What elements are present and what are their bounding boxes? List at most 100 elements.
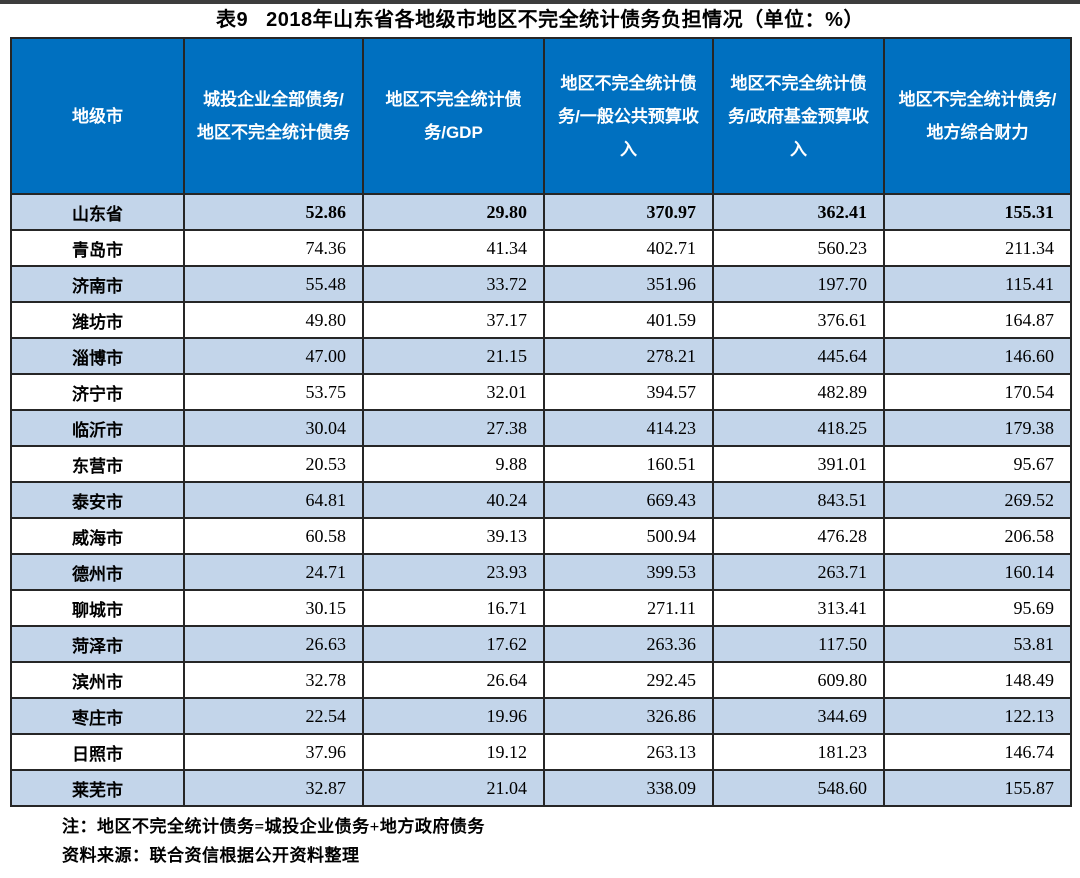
value-cell: 155.87 [883,769,1072,807]
value-cell: 47.00 [183,337,364,375]
city-name-cell: 济宁市 [10,373,185,411]
value-cell: 843.51 [712,481,885,519]
value-cell: 122.13 [883,697,1072,735]
value-cell: 22.54 [183,697,364,735]
value-cell: 401.59 [543,301,714,339]
value-cell: 64.81 [183,481,364,519]
value-cell: 32.78 [183,661,364,699]
table-header: 地级市 城投企业全部债务/地区不完全统计债务 地区不完全统计债务/GDP 地区不… [10,37,1072,195]
value-cell: 24.71 [183,553,364,591]
value-cell: 16.71 [362,589,545,627]
value-cell: 41.34 [362,229,545,267]
value-cell: 548.60 [712,769,885,807]
footnote-definition: 注：地区不完全统计债务=城投企业债务+地方政府债务 [62,817,485,836]
city-name-cell: 潍坊市 [10,301,185,339]
city-name-cell: 青岛市 [10,229,185,267]
value-cell: 292.45 [543,661,714,699]
value-cell: 344.69 [712,697,885,735]
city-name-cell: 德州市 [10,553,185,591]
value-cell: 179.38 [883,409,1072,447]
value-cell: 32.01 [362,373,545,411]
header-cell-debt-public-budget: 地区不完全统计债务/一般公共预算收入 [543,37,714,195]
city-name-cell: 威海市 [10,517,185,555]
value-cell: 9.88 [362,445,545,483]
value-cell: 269.52 [883,481,1072,519]
value-cell: 206.58 [883,517,1072,555]
value-cell: 146.74 [883,733,1072,771]
value-cell: 26.63 [183,625,364,663]
header-cell-debt-gdp: 地区不完全统计债务/GDP [362,37,545,195]
value-cell: 155.31 [883,193,1072,231]
value-cell: 399.53 [543,553,714,591]
table-row: 菏泽市 26.63 17.62 263.36 117.50 53.81 [10,625,1072,663]
value-cell: 27.38 [362,409,545,447]
value-cell: 74.36 [183,229,364,267]
header-cell-debt-fiscal-capacity: 地区不完全统计债务/地方综合财力 [883,37,1072,195]
value-cell: 30.04 [183,409,364,447]
table-body: 山东省 52.86 29.80 370.97 362.41 155.31 青岛市 74.36 4… [10,193,1072,807]
value-cell: 115.41 [883,265,1072,303]
value-cell: 197.70 [712,265,885,303]
value-cell: 170.54 [883,373,1072,411]
city-name-cell: 聊城市 [10,589,185,627]
value-cell: 338.09 [543,769,714,807]
value-cell: 21.04 [362,769,545,807]
value-cell: 181.23 [712,733,885,771]
value-cell: 29.80 [362,193,545,231]
table-title-text: 2018年山东省各地级市地区不完全统计债务负担情况（单位：%） [266,9,864,31]
value-cell: 394.57 [543,373,714,411]
value-cell: 17.62 [362,625,545,663]
city-name-cell: 菏泽市 [10,625,185,663]
table-row: 山东省 52.86 29.80 370.97 362.41 155.31 [10,193,1072,231]
value-cell: 52.86 [183,193,364,231]
value-cell: 95.69 [883,589,1072,627]
city-name-cell: 滨州市 [10,661,185,699]
table-row: 青岛市 74.36 41.34 402.71 560.23 211.34 [10,229,1072,267]
value-cell: 40.24 [362,481,545,519]
value-cell: 30.15 [183,589,364,627]
value-cell: 164.87 [883,301,1072,339]
table-title: 表9 2018年山东省各地级市地区不完全统计债务负担情况（单位：%） [0,4,1080,37]
value-cell: 445.64 [712,337,885,375]
city-name-cell: 东营市 [10,445,185,483]
city-name-cell: 日照市 [10,733,185,771]
debt-burden-table: 地级市 城投企业全部债务/地区不完全统计债务 地区不完全统计债务/GDP 地区不… [10,37,1072,807]
value-cell: 53.75 [183,373,364,411]
value-cell: 37.96 [183,733,364,771]
table-row: 德州市 24.71 23.93 399.53 263.71 160.14 [10,553,1072,591]
table-row: 威海市 60.58 39.13 500.94 476.28 206.58 [10,517,1072,555]
city-name-cell: 济南市 [10,265,185,303]
city-name-cell: 枣庄市 [10,697,185,735]
value-cell: 21.15 [362,337,545,375]
header-row: 地级市 城投企业全部债务/地区不完全统计债务 地区不完全统计债务/GDP 地区不… [10,37,1072,195]
value-cell: 263.71 [712,553,885,591]
table-row: 济南市 55.48 33.72 351.96 197.70 115.41 [10,265,1072,303]
value-cell: 95.67 [883,445,1072,483]
table-title-label: 表9 [216,9,249,31]
value-cell: 33.72 [362,265,545,303]
value-cell: 32.87 [183,769,364,807]
table-row: 潍坊市 49.80 37.17 401.59 376.61 164.87 [10,301,1072,339]
value-cell: 271.11 [543,589,714,627]
value-cell: 60.58 [183,517,364,555]
value-cell: 146.60 [883,337,1072,375]
value-cell: 560.23 [712,229,885,267]
city-name-cell: 莱芜市 [10,769,185,807]
value-cell: 362.41 [712,193,885,231]
table-row: 聊城市 30.15 16.71 271.11 313.41 95.69 [10,589,1072,627]
table-row: 莱芜市 32.87 21.04 338.09 548.60 155.87 [10,769,1072,807]
table-row: 临沂市 30.04 27.38 414.23 418.25 179.38 [10,409,1072,447]
value-cell: 326.86 [543,697,714,735]
value-cell: 37.17 [362,301,545,339]
value-cell: 160.14 [883,553,1072,591]
table-footnotes: 注：地区不完全统计债务=城投企业债务+地方政府债务 资料来源：联合资信根据公开资… [62,812,1070,870]
value-cell: 26.64 [362,661,545,699]
value-cell: 370.97 [543,193,714,231]
value-cell: 20.53 [183,445,364,483]
value-cell: 482.89 [712,373,885,411]
value-cell: 39.13 [362,517,545,555]
city-name-cell: 泰安市 [10,481,185,519]
value-cell: 376.61 [712,301,885,339]
header-cell-city: 地级市 [10,37,185,195]
value-cell: 263.36 [543,625,714,663]
